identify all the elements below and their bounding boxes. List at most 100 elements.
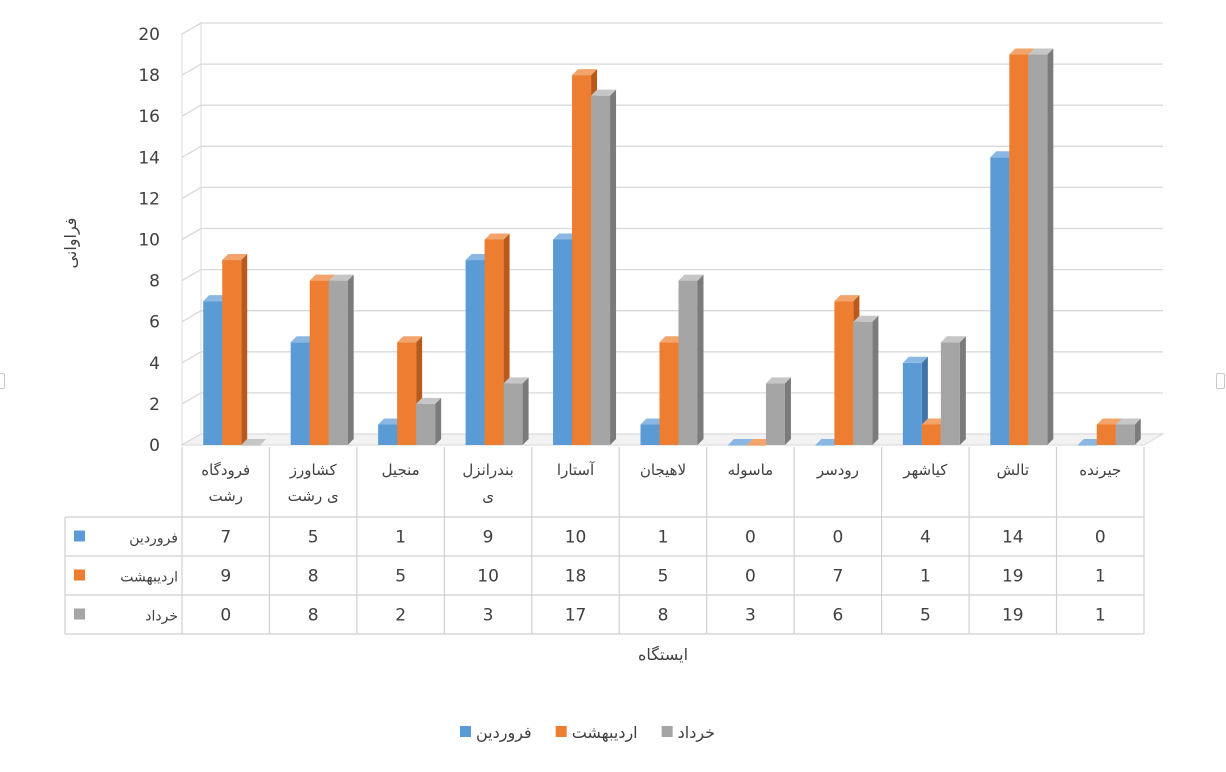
bar-top (765, 377, 791, 384)
category-label: کشاورز (289, 461, 338, 479)
bar-top (553, 233, 579, 240)
gridline (181, 268, 1163, 282)
bar-top (1009, 48, 1035, 55)
bar-2 (572, 75, 592, 445)
table-cell-value: 19 (1002, 567, 1024, 587)
legend-key[interactable] (555, 726, 567, 737)
bar-top (503, 377, 529, 384)
gridline (181, 63, 1163, 76)
table-legend-key (74, 608, 85, 620)
y-tick-label: 16 (138, 107, 160, 127)
category-label: جیرنده (1079, 461, 1121, 479)
table-cell-value: 4 (920, 528, 931, 548)
bar-1 (902, 362, 922, 445)
bar-2 (834, 301, 854, 445)
table-cell-value: 3 (745, 606, 756, 626)
bar-2 (659, 342, 679, 445)
bar-1 (553, 239, 573, 445)
bar-side (784, 377, 791, 445)
y-tick-label: 12 (138, 189, 160, 209)
gridline (181, 186, 1163, 199)
category-label: تالش (997, 461, 1029, 479)
right-resize-handle[interactable] (1216, 373, 1225, 389)
bar-top (290, 336, 316, 343)
left-resize-handle[interactable] (0, 373, 5, 389)
bar-1 (378, 424, 398, 445)
bar-1 (640, 424, 660, 445)
bar-3 (591, 95, 611, 446)
table-cell-value: 6 (832, 606, 843, 626)
table-legend-key (74, 569, 85, 581)
bar-top (1115, 418, 1141, 425)
x-axis-title: ایستگاه (638, 645, 688, 664)
bar-side (347, 274, 354, 445)
bar-2 (1009, 54, 1029, 446)
bar-top (727, 439, 753, 445)
gridline (181, 145, 1163, 158)
bar-1 (727, 445, 747, 446)
bar-3 (940, 342, 960, 445)
bar-3 (328, 280, 348, 445)
bar-3 (1115, 424, 1135, 445)
table-series-label: اردیبهشت (120, 570, 178, 586)
bar-3 (241, 445, 261, 446)
bar-side (1134, 418, 1141, 445)
bar-top (1096, 418, 1122, 425)
bar-2 (921, 424, 941, 445)
bar-side (610, 89, 617, 446)
bar-side (435, 397, 442, 445)
table-cell-value: 0 (1095, 528, 1106, 548)
bar-3 (1028, 54, 1048, 446)
table-cell-value: 10 (477, 567, 499, 587)
table-cell-value: 1 (1095, 567, 1106, 587)
bar-side (697, 274, 704, 445)
bar-top (378, 418, 404, 425)
y-tick-label: 4 (149, 354, 160, 374)
bar-top (746, 439, 772, 445)
bar-top (484, 233, 510, 240)
bar-side (1047, 48, 1054, 446)
table-cell-value: 2 (395, 606, 406, 626)
bar-3 (503, 383, 523, 445)
table-cell-value: 5 (395, 567, 406, 587)
bar-2 (309, 280, 329, 445)
bar-top (222, 254, 248, 261)
table-cell-value: 7 (220, 528, 231, 548)
bar-top (591, 89, 617, 96)
table-cell-value: 19 (1002, 606, 1024, 626)
gridline (181, 104, 1163, 117)
bar-side (522, 377, 529, 445)
legend-label: فروردین (476, 723, 532, 743)
bar-top (940, 336, 966, 343)
bar-top (902, 356, 928, 363)
y-tick-label: 8 (149, 272, 160, 292)
bar-3 (853, 321, 873, 445)
table-cell-value: 18 (565, 567, 587, 587)
legend-key[interactable] (460, 726, 471, 737)
bar-top (990, 151, 1016, 158)
table-cell-value: 17 (565, 606, 587, 626)
bar-side (241, 254, 248, 445)
gridline (181, 22, 1163, 35)
bar-2 (397, 342, 417, 445)
category-label: ی رشت (288, 487, 339, 505)
bar-1 (203, 301, 223, 445)
legend-label: خرداد (678, 723, 715, 743)
bar-top (659, 336, 685, 343)
bar-1 (990, 157, 1010, 446)
table-cell-value: 5 (658, 567, 669, 587)
category-label: کیاشهر (902, 461, 948, 479)
bar-3 (678, 280, 698, 445)
bar-top (678, 274, 704, 281)
table-cell-value: 9 (483, 528, 494, 548)
table-cell-value: 0 (745, 567, 756, 587)
legend-key[interactable] (661, 726, 673, 737)
bar-1 (1077, 445, 1097, 446)
y-tick-label: 6 (149, 313, 160, 333)
category-label: آستارا (557, 461, 595, 479)
bar-1 (815, 445, 835, 446)
table-cell-value: 5 (308, 528, 319, 548)
bar-top (309, 274, 335, 281)
